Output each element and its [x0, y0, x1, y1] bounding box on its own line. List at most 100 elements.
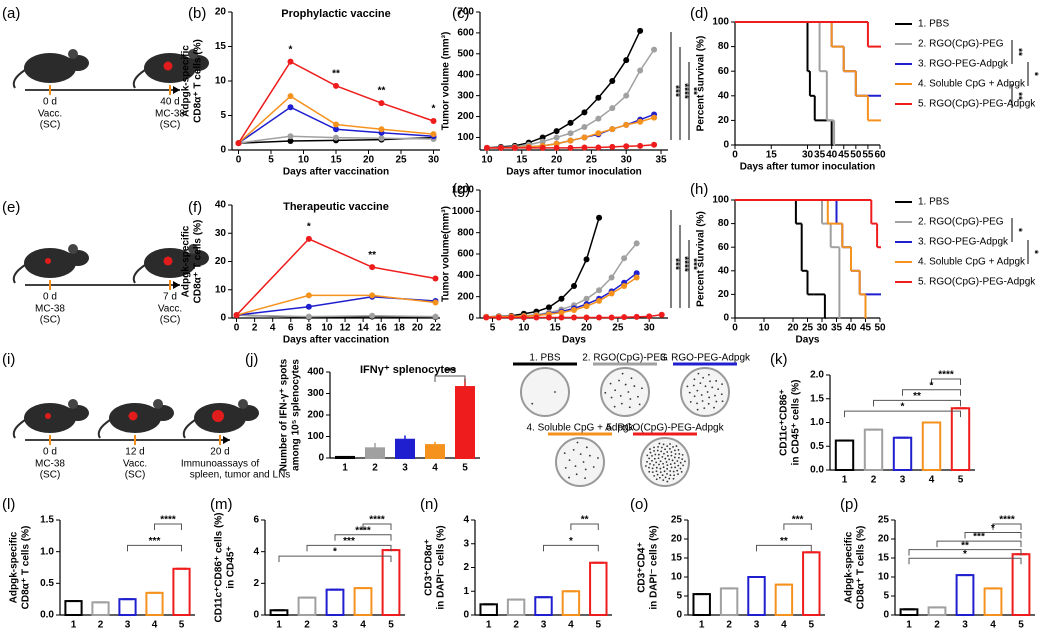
mouse-ear [68, 399, 78, 409]
tumor [163, 61, 173, 71]
significance: **** [369, 515, 385, 526]
panel-label: (d) [690, 5, 708, 22]
spot [673, 456, 676, 459]
x-tick-label: 20 [412, 323, 424, 334]
y-tick-label: 10 [215, 76, 227, 87]
data-point [571, 283, 577, 289]
significance: *** [973, 532, 985, 543]
spot [669, 443, 671, 445]
y-tick-label: 0.0 [40, 610, 54, 621]
y-axis-label: Tumor volume (mm³) [441, 32, 452, 131]
tumor [45, 413, 51, 419]
x-tick-label: 15 [330, 155, 342, 166]
significance: ** [961, 540, 969, 551]
y-tick-label: 200 [457, 291, 474, 302]
tumor [128, 411, 138, 421]
data-point [596, 214, 603, 221]
significance: ** [1012, 92, 1023, 100]
spot [700, 394, 703, 396]
x-tick-label: 10 [321, 323, 333, 334]
x-tick-label: 12 [339, 323, 351, 334]
chart-title: Prophylactic vaccine [281, 8, 390, 20]
data-point [287, 93, 294, 100]
spot [671, 459, 674, 462]
spot [585, 446, 588, 449]
x-tick-label: 1 [906, 620, 912, 631]
spot [638, 403, 641, 406]
x-axis-label: Days after tumor inoculation [506, 167, 642, 178]
significance: ** [332, 68, 340, 79]
y-tick-label: 40 [215, 200, 227, 211]
significance: ** [780, 536, 788, 547]
x-tick-label: 30 [816, 323, 828, 334]
spot [609, 382, 612, 385]
mouse-ear [188, 49, 198, 59]
mouse-tail [12, 419, 26, 439]
y-tick-label: 0 [883, 610, 889, 621]
spot [681, 458, 684, 461]
spot [572, 448, 575, 451]
spot [715, 400, 718, 403]
mouse-head [67, 250, 89, 266]
data-point [651, 46, 658, 53]
panel-label: (a) [2, 5, 20, 22]
bar [892, 436, 913, 472]
spot [696, 408, 699, 411]
data-point [287, 138, 294, 145]
significance: *** [669, 85, 680, 97]
y-axis-label: Adpgk-specific [844, 531, 855, 603]
data-point [539, 134, 546, 141]
spot [679, 461, 682, 464]
x-tick-label: 15 [766, 150, 778, 161]
y-tick-label: 400 [457, 270, 474, 281]
x-tick-label: 5 [179, 620, 185, 631]
x-axis-label: Days [796, 335, 820, 346]
y-tick-label: 0.0 [810, 465, 824, 476]
x-tick-label: 2 [98, 620, 104, 631]
spot [657, 453, 660, 456]
sig-bracket [756, 544, 812, 552]
y-tick-label: 0 [253, 610, 259, 621]
significance: * [991, 523, 995, 534]
x-tick-label: 4 [360, 620, 366, 631]
sig-bracket [306, 544, 392, 552]
y-tick-label: 0 [723, 140, 729, 151]
step-note: Vacc. [158, 304, 182, 315]
significance: * [569, 536, 573, 547]
y-tick-label: 6 [253, 515, 259, 526]
spot [665, 461, 668, 463]
bar [64, 600, 83, 616]
mouse-head [67, 405, 89, 421]
legend-label: 3. RGO-PEG-Adpgk [918, 237, 1009, 248]
spot [584, 477, 586, 480]
spot [713, 406, 715, 409]
data-point [553, 140, 560, 147]
spot [688, 391, 691, 394]
bar [927, 606, 947, 617]
spot [677, 473, 679, 476]
data-point [511, 144, 518, 151]
x-tick-label: 3 [402, 463, 408, 474]
spot [655, 470, 658, 473]
spot [721, 400, 724, 403]
spot [677, 464, 680, 467]
x-tick-label: 5 [958, 475, 964, 486]
data-point [608, 314, 615, 321]
step-note: (SC) [40, 120, 61, 131]
y-tick-label: 0 [220, 145, 226, 156]
panel-label: (f) [188, 199, 202, 216]
mouse-tail [97, 419, 111, 439]
tumor [212, 410, 224, 422]
y-tick-label: 10 [878, 572, 890, 583]
data-point [637, 27, 644, 34]
y-tick-label: 100 [712, 195, 729, 206]
series-line [235, 237, 436, 316]
data-point [430, 118, 437, 125]
spot [641, 387, 643, 390]
well-label: 1. PBS [529, 353, 560, 364]
data-point [497, 144, 504, 151]
significance: ** [687, 87, 698, 95]
spot [668, 447, 671, 450]
data-point [558, 295, 565, 302]
data-point [545, 304, 552, 311]
